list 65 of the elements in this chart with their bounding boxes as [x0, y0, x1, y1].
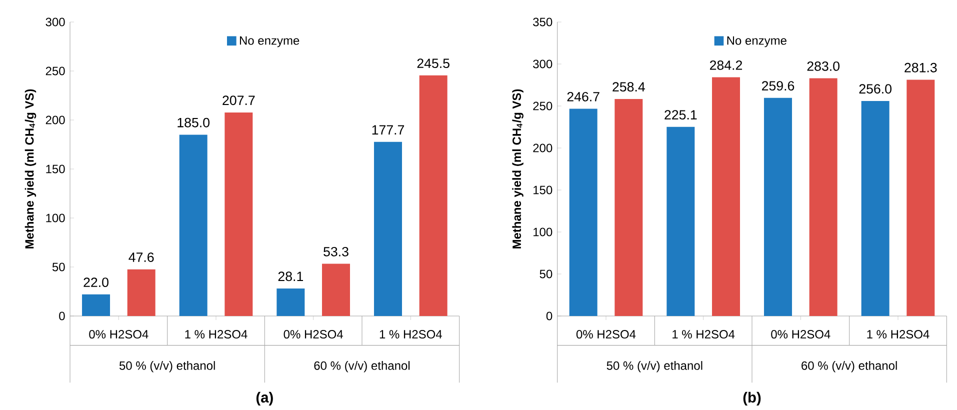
data-label: 256.0 — [859, 84, 892, 94]
bar — [127, 269, 156, 316]
data-label: 28.1 — [278, 272, 304, 282]
legend-label: No enzyme — [240, 36, 300, 48]
text: 60 % (v/v) ethanol — [802, 361, 897, 372]
data-label: 207.7 — [222, 96, 255, 106]
y-tick-label: 100 — [534, 228, 552, 236]
y-tick-label: 50 — [540, 270, 552, 278]
data-label: 185.0 — [178, 118, 210, 128]
y-tick-label: 0 — [546, 312, 552, 320]
y-tick-label: 250 — [46, 66, 65, 76]
y-axis-title: Methane yield (ml CH$_{4}$/g VS) — [24, 89, 36, 248]
x-tick-label: 0% H2SO4 — [284, 330, 343, 339]
text: 50 % (v/v) ethanol — [606, 361, 702, 372]
bar — [906, 80, 935, 316]
bar — [569, 108, 598, 316]
text: (b) — [743, 392, 761, 406]
x-tick-label: 0% H2SO4 — [576, 330, 636, 339]
legend-label: No enzyme — [727, 36, 786, 48]
y-tick-label: 250 — [533, 102, 552, 110]
bar — [809, 78, 838, 316]
y-tick-label: 350 — [533, 18, 552, 26]
y-tick-label: 300 — [46, 18, 65, 26]
data-label: 284.2 — [710, 60, 742, 70]
x-tick-label: 1 % H2SO4 — [867, 330, 930, 339]
bar — [82, 294, 110, 316]
bar — [614, 98, 643, 316]
bar — [666, 126, 695, 316]
data-label: 47.6 — [128, 252, 154, 262]
bar — [419, 75, 448, 316]
bar — [224, 112, 253, 316]
data-label: 258.4 — [612, 82, 645, 92]
y-tick-label: 200 — [533, 144, 552, 152]
x-tick-label: 1 % H2SO4 — [185, 330, 248, 339]
x-tick-label: 0% H2SO4 — [89, 330, 148, 339]
y-tick-label: 150 — [534, 186, 552, 194]
data-label: 225.1 — [664, 110, 697, 120]
y-tick-label: 50 — [52, 262, 65, 272]
bar — [179, 134, 208, 316]
bar — [276, 288, 305, 316]
bar — [712, 77, 740, 316]
y-tick-label: 100 — [46, 214, 65, 222]
bar — [322, 264, 350, 316]
y-axis-title: Methane yield (ml CH$_{4}$/g VS) — [512, 89, 524, 248]
bar — [764, 98, 792, 316]
data-label: 281.3 — [904, 62, 937, 72]
x-tick-label: 0% H2SO4 — [771, 330, 830, 339]
data-label: 245.5 — [417, 58, 450, 68]
text: 60 % (v/v) ethanol — [314, 361, 410, 372]
y-tick-label: 0 — [59, 312, 65, 320]
text: 50 % (v/v) ethanol — [119, 361, 215, 372]
x-tick-label: 1 % H2SO4 — [672, 330, 735, 339]
x-tick-label: 1 % H2SO4 — [380, 330, 442, 339]
data-label: 259.6 — [762, 81, 794, 91]
data-label: 53.3 — [324, 246, 348, 256]
data-label: 283.0 — [807, 61, 840, 71]
y-tick-label: 150 — [46, 164, 65, 174]
bar — [861, 100, 890, 316]
bar — [374, 142, 402, 316]
data-label: 177.7 — [372, 125, 404, 134]
text: (a) — [256, 392, 273, 406]
y-tick-label: 200 — [46, 116, 65, 124]
data-label: 22.0 — [84, 278, 108, 288]
data-label: 246.7 — [567, 92, 600, 102]
y-tick-label: 300 — [533, 60, 552, 68]
